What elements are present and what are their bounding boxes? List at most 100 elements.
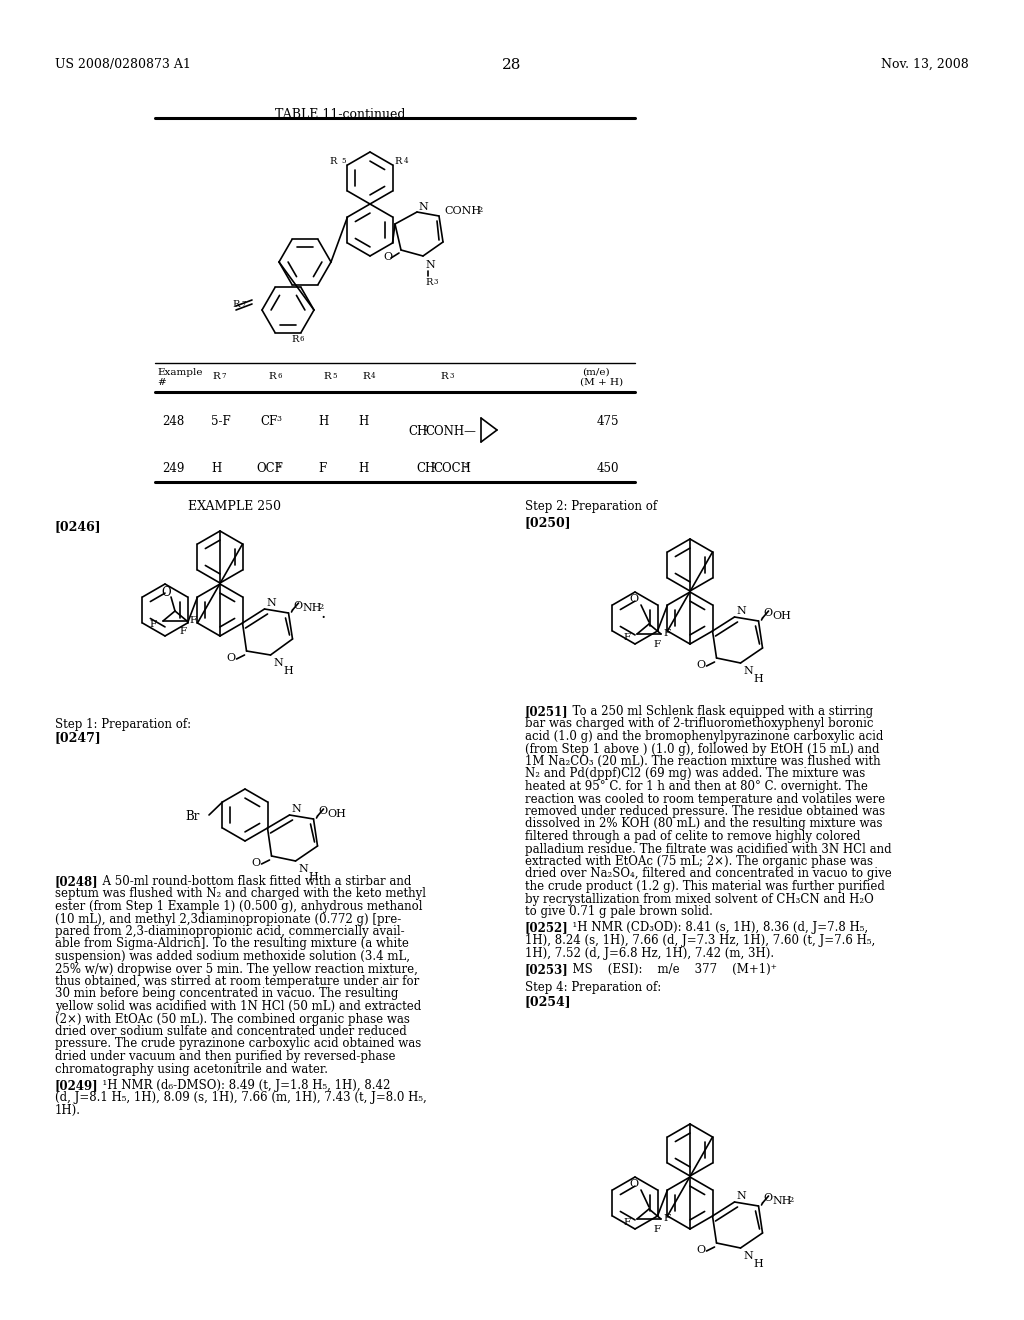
Text: 4: 4 — [403, 157, 408, 165]
Text: EXAMPLE 250: EXAMPLE 250 — [188, 500, 282, 513]
Text: F: F — [179, 627, 186, 636]
Text: 6: 6 — [300, 335, 304, 343]
Text: extracted with EtOAc (75 mL; 2×). The organic phase was: extracted with EtOAc (75 mL; 2×). The or… — [525, 855, 873, 869]
Text: US 2008/0280873 A1: US 2008/0280873 A1 — [55, 58, 190, 71]
Text: R: R — [268, 372, 275, 381]
Text: chromatography using acetonitrile and water.: chromatography using acetonitrile and wa… — [55, 1063, 328, 1076]
Text: H: H — [754, 1259, 763, 1269]
Text: H: H — [318, 414, 329, 428]
Text: O: O — [764, 609, 773, 618]
Text: N: N — [736, 606, 746, 616]
Text: 450: 450 — [597, 462, 620, 475]
Text: (d, J=8.1 H₅, 1H), 8.09 (s, 1H), 7.66 (m, 1H), 7.43 (t, J=8.0 H₅,: (d, J=8.1 H₅, 1H), 8.09 (s, 1H), 7.66 (m… — [55, 1092, 427, 1105]
Text: H: H — [211, 462, 221, 475]
Text: pressure. The crude pyrazinone carboxylic acid obtained was: pressure. The crude pyrazinone carboxyli… — [55, 1038, 421, 1051]
Text: MS    (ESI):    m/e    377    (M+1)⁺: MS (ESI): m/e 377 (M+1)⁺ — [565, 964, 777, 975]
Text: septum was flushed with N₂ and charged with the keto methyl: septum was flushed with N₂ and charged w… — [55, 887, 426, 900]
Text: O: O — [226, 653, 236, 663]
Text: H: H — [358, 414, 369, 428]
Text: Br: Br — [185, 810, 200, 822]
Text: heated at 95° C. for 1 h and then at 80° C. overnight. The: heated at 95° C. for 1 h and then at 80°… — [525, 780, 868, 793]
Text: O: O — [294, 601, 303, 611]
Text: reaction was cooled to room temperature and volatiles were: reaction was cooled to room temperature … — [525, 792, 885, 805]
Text: To a 250 ml Schlenk flask equipped with a stirring: To a 250 ml Schlenk flask equipped with … — [565, 705, 873, 718]
Text: #: # — [157, 378, 166, 387]
Text: O: O — [383, 252, 392, 261]
Text: 7: 7 — [221, 372, 225, 380]
Text: F: F — [663, 1214, 670, 1224]
Text: H: H — [754, 675, 763, 684]
Text: CONH—: CONH— — [425, 425, 476, 438]
Text: [0253]: [0253] — [525, 964, 568, 975]
Text: R: R — [425, 279, 432, 286]
Text: dissolved in 2% KOH (80 mL) and the resulting mixture was: dissolved in 2% KOH (80 mL) and the resu… — [525, 817, 883, 830]
Text: 4: 4 — [371, 372, 376, 380]
Text: Step 1: Preparation of:: Step 1: Preparation of: — [55, 718, 191, 731]
Text: [0249]: [0249] — [55, 1078, 98, 1092]
Text: O: O — [696, 1245, 706, 1255]
Text: R: R — [323, 372, 331, 381]
Text: F: F — [653, 1225, 660, 1234]
Text: Example: Example — [157, 368, 203, 378]
Text: N: N — [266, 598, 276, 609]
Text: F: F — [623, 1218, 630, 1228]
Text: yellow solid was acidified with 1N HCl (50 mL) and extracted: yellow solid was acidified with 1N HCl (… — [55, 1001, 421, 1012]
Text: (2×) with EtOAc (50 mL). The combined organic phase was: (2×) with EtOAc (50 mL). The combined or… — [55, 1012, 410, 1026]
Text: F: F — [623, 634, 630, 642]
Text: H: H — [358, 462, 369, 475]
Text: pared from 2,3-diaminopropionic acid, commercially avail-: pared from 2,3-diaminopropionic acid, co… — [55, 925, 404, 939]
Text: O: O — [318, 807, 328, 816]
Text: acid (1.0 g) and the bromophenylpyrazinone carboxylic acid: acid (1.0 g) and the bromophenylpyrazino… — [525, 730, 884, 743]
Text: ¹H NMR (d₆-DMSO): 8.49 (t, J=1.8 H₅, 1H), 8.42: ¹H NMR (d₆-DMSO): 8.49 (t, J=1.8 H₅, 1H)… — [95, 1078, 390, 1092]
Text: H: H — [284, 667, 293, 676]
Text: Nov. 13, 2008: Nov. 13, 2008 — [882, 58, 969, 71]
Text: 5-F: 5-F — [211, 414, 230, 428]
Text: to give 0.71 g pale brown solid.: to give 0.71 g pale brown solid. — [525, 906, 713, 917]
Text: R: R — [330, 157, 337, 166]
Text: N: N — [292, 804, 301, 814]
Text: N: N — [425, 260, 435, 271]
Text: R: R — [232, 300, 240, 309]
Text: 30 min before being concentrated in vacuo. The resulting: 30 min before being concentrated in vacu… — [55, 987, 398, 1001]
Text: [0254]: [0254] — [525, 995, 571, 1008]
Text: thus obtained, was stirred at room temperature under air for: thus obtained, was stirred at room tempe… — [55, 975, 419, 987]
Text: [0250]: [0250] — [525, 516, 571, 529]
Text: CONH: CONH — [444, 206, 481, 216]
Text: filtered through a pad of celite to remove highly colored: filtered through a pad of celite to remo… — [525, 830, 860, 843]
Text: dried over sodium sulfate and concentrated under reduced: dried over sodium sulfate and concentrat… — [55, 1026, 407, 1038]
Text: 2: 2 — [477, 206, 482, 214]
Text: A 50-ml round-bottom flask fitted with a stirbar and: A 50-ml round-bottom flask fitted with a… — [95, 875, 412, 888]
Text: N: N — [299, 865, 308, 874]
Text: 5: 5 — [341, 157, 346, 165]
Text: Step 4: Preparation of:: Step 4: Preparation of: — [525, 982, 662, 994]
Text: N: N — [736, 1191, 746, 1201]
Text: N: N — [418, 202, 428, 213]
Text: NH: NH — [772, 1196, 792, 1206]
Text: R: R — [212, 372, 220, 381]
Text: able from Sigma-Aldrich]. To the resulting mixture (a white: able from Sigma-Aldrich]. To the resulti… — [55, 937, 409, 950]
Text: H: H — [308, 873, 318, 882]
Text: 1M Na₂CO₃ (20 mL). The reaction mixture was flushed with: 1M Na₂CO₃ (20 mL). The reaction mixture … — [525, 755, 881, 768]
Text: OH: OH — [328, 809, 346, 818]
Text: bar was charged with of 2-trifluoromethoxyphenyl boronic: bar was charged with of 2-trifluorometho… — [525, 718, 873, 730]
Text: O: O — [252, 858, 261, 869]
Text: N: N — [743, 1251, 754, 1261]
Text: R: R — [394, 157, 401, 166]
Text: 3: 3 — [449, 372, 454, 380]
Text: O: O — [696, 660, 706, 671]
Text: 3: 3 — [463, 462, 468, 470]
Text: .: . — [321, 605, 326, 622]
Text: CH: CH — [408, 425, 427, 438]
Text: CF: CF — [260, 414, 278, 428]
Text: 1H).: 1H). — [55, 1104, 81, 1117]
Text: OH: OH — [772, 611, 792, 620]
Text: (M + H): (M + H) — [580, 378, 624, 387]
Text: 2: 2 — [788, 1196, 794, 1204]
Text: [0248]: [0248] — [55, 875, 98, 888]
Text: suspension) was added sodium methoxide solution (3.4 mL,: suspension) was added sodium methoxide s… — [55, 950, 410, 964]
Text: F: F — [653, 640, 660, 649]
Text: the crude product (1.2 g). This material was further purified: the crude product (1.2 g). This material… — [525, 880, 885, 894]
Text: (10 mL), and methyl 2,3diaminopropionate (0.772 g) [pre-: (10 mL), and methyl 2,3diaminopropionate… — [55, 912, 401, 925]
Text: O: O — [629, 594, 638, 605]
Text: F: F — [189, 616, 197, 624]
